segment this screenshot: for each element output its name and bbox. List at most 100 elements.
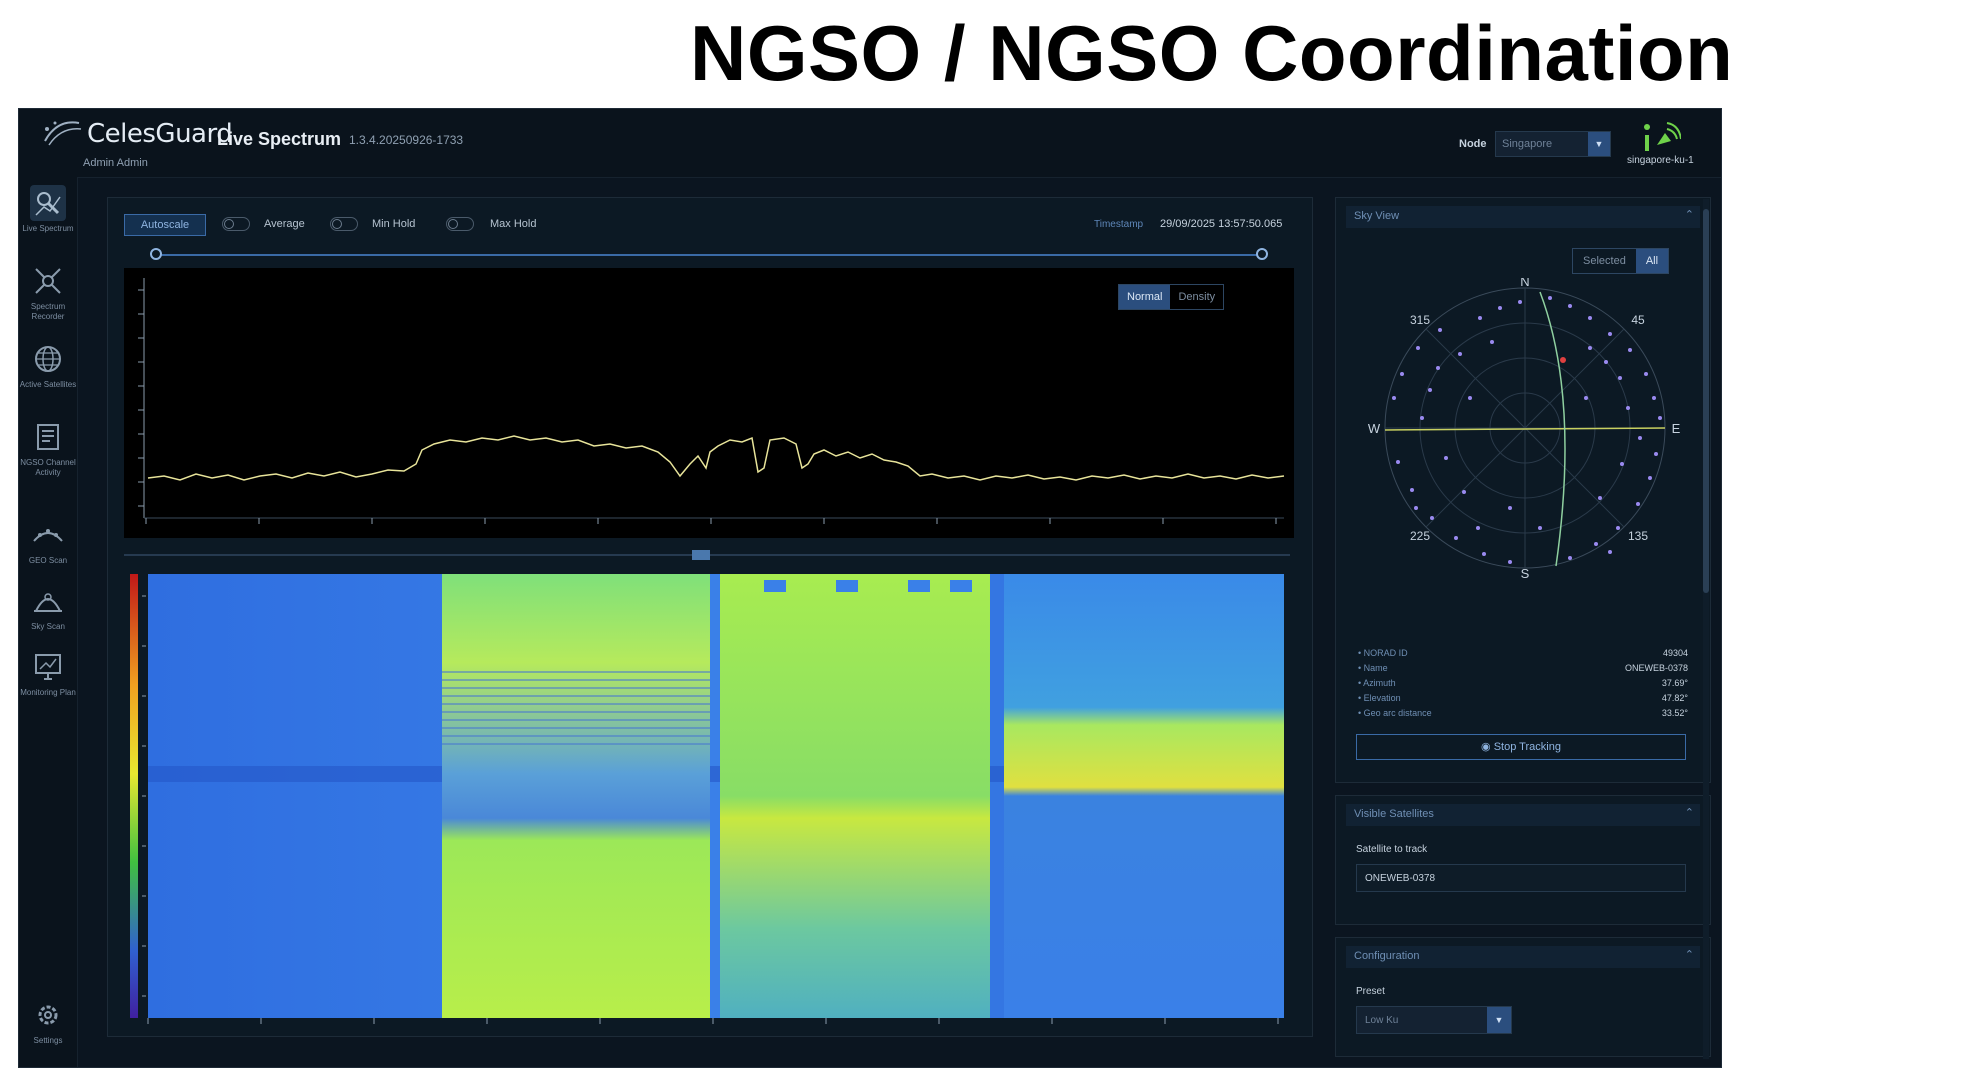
info-key: • Azimuth — [1358, 678, 1396, 688]
compass-225: 225 — [1410, 529, 1430, 543]
range-start-handle[interactable] — [150, 248, 162, 260]
sky-view-filter: Selected All — [1572, 248, 1670, 274]
min-hold-label: Min Hold — [372, 218, 416, 230]
sky-scan-icon — [34, 593, 62, 612]
preset-label: Preset — [1356, 986, 1385, 997]
celesguard-logo-icon — [44, 121, 82, 146]
preset-select[interactable]: Low Ku ▼ — [1356, 1006, 1512, 1034]
stop-tracking-button[interactable]: ◉ Stop Tracking — [1356, 734, 1686, 760]
info-key: • Elevation — [1358, 693, 1401, 703]
satellite-to-track-label: Satellite to track — [1356, 844, 1428, 855]
carrier-block-2 — [720, 574, 990, 1018]
range-end-handle[interactable] — [1256, 248, 1268, 260]
normal-mode-button[interactable]: Normal — [1119, 285, 1171, 309]
chevron-down-icon[interactable]: ▼ — [1487, 1007, 1511, 1033]
eye-off-icon: ◉ — [1481, 741, 1494, 753]
sky-view-title: Sky View — [1354, 210, 1400, 222]
info-value: 33.52° — [1661, 708, 1688, 718]
chevron-up-icon[interactable]: ⌃ — [1684, 209, 1694, 221]
info-key: • Geo arc distance — [1358, 708, 1432, 718]
globe-icon — [35, 346, 61, 372]
compass-135: 135 — [1628, 529, 1648, 543]
geo-scan-icon — [33, 529, 63, 542]
chevron-up-icon[interactable]: ⌃ — [1684, 807, 1694, 819]
stop-tracking-label: Stop Tracking — [1493, 741, 1561, 753]
sidebar-item-label: NGSO Channel Activity — [20, 458, 76, 477]
sidebar-item-geo-scan[interactable]: GEO Scan — [19, 517, 77, 566]
spectrum-mode-toggle: Normal Density — [1118, 284, 1225, 310]
sidebar-item-label: GEO Scan — [28, 556, 68, 565]
timestamp-value: 29/09/2025 13:57:50.065 — [1160, 218, 1283, 230]
sky-polar-plot[interactable]: N S E W 315 45 225 135 — [1360, 278, 1690, 578]
compass-315: 315 — [1410, 313, 1430, 327]
waterfall-plot[interactable] — [124, 566, 1294, 1028]
info-value: ONEWEB-0378 — [1624, 663, 1688, 673]
color-scale-bar — [130, 574, 138, 1018]
carrier-block-3 — [1004, 574, 1284, 1018]
visible-satellites-card: Visible Satellites ⌃ Satellite to track … — [1335, 795, 1711, 925]
user-name[interactable]: Admin Admin — [83, 157, 148, 169]
tracked-satellite-marker — [1560, 357, 1566, 363]
sidebar-item-label: Sky Scan — [31, 622, 65, 631]
sidebar: Live Spectrum Spectrum Recorder Active S… — [19, 177, 78, 1067]
compass-45: 45 — [1631, 313, 1645, 327]
sidebar-item-settings[interactable]: Settings — [19, 997, 77, 1046]
top-bar: CelesGuard Admin Admin Live Spectrum 1.3… — [19, 109, 1721, 178]
info-value: 47.82° — [1661, 693, 1688, 703]
configuration-header[interactable]: Configuration ⌃ — [1346, 946, 1700, 968]
chevron-down-icon[interactable]: ▼ — [1588, 132, 1610, 156]
brand-name: CelesGuard — [87, 119, 233, 149]
sky-view-header[interactable]: Sky View ⌃ — [1346, 206, 1700, 228]
all-filter-button[interactable]: All — [1635, 249, 1669, 273]
scrollbar-track[interactable] — [1703, 199, 1709, 1059]
satellite-track-path — [1539, 291, 1566, 567]
configuration-title: Configuration — [1354, 950, 1420, 962]
sidebar-item-ngso-channel-activity[interactable]: NGSO Channel Activity — [19, 419, 77, 478]
live-spectrum-icon — [30, 185, 66, 221]
carrier-block-1 — [442, 574, 710, 1018]
sidebar-item-live-spectrum[interactable]: Live Spectrum — [19, 185, 77, 234]
channel-activity-icon — [37, 424, 59, 450]
node-select[interactable]: Singapore ▼ — [1495, 131, 1611, 157]
preset-select-value: Low Ku — [1365, 1015, 1399, 1026]
compass-e: E — [1672, 421, 1681, 436]
info-key: • Name — [1358, 663, 1388, 673]
sidebar-item-label: Settings — [33, 1036, 63, 1045]
max-hold-toggle[interactable] — [446, 217, 474, 231]
node-name: singapore-ku-1 — [1627, 155, 1694, 166]
sidebar-item-label: Active Satellites — [19, 380, 77, 389]
sidebar-item-monitoring-plan[interactable]: Monitoring Plan — [19, 649, 77, 698]
compass-w: W — [1368, 421, 1381, 436]
version-label: 1.3.4.20250926-1733 — [349, 133, 464, 147]
y-axis-ticks — [138, 278, 145, 518]
info-row-geo-arc: • Geo arc distance 33.52° — [1358, 708, 1688, 722]
geo-arc-line — [1384, 427, 1666, 431]
frequency-range-slider[interactable] — [156, 254, 1262, 256]
info-row-norad: • NORAD ID 49304 — [1358, 648, 1688, 662]
sidebar-item-active-satellites[interactable]: Active Satellites — [19, 341, 77, 390]
visible-satellites-title: Visible Satellites — [1354, 808, 1434, 820]
max-hold-label: Max Hold — [490, 218, 537, 230]
right-column: Sky View ⌃ Selected All — [1335, 197, 1711, 1057]
info-row-azimuth: • Azimuth 37.69° — [1358, 678, 1688, 692]
info-value: 37.69° — [1661, 678, 1688, 688]
x-axis-ticks — [145, 518, 1277, 524]
spectrum-trace-plot[interactable] — [124, 268, 1294, 538]
min-hold-toggle[interactable] — [330, 217, 358, 231]
splitter-handle[interactable] — [692, 550, 710, 560]
info-value: 49304 — [1662, 648, 1688, 658]
sidebar-item-sky-scan[interactable]: Sky Scan — [19, 583, 77, 632]
visible-satellites-header[interactable]: Visible Satellites ⌃ — [1346, 804, 1700, 826]
satellite-to-track-input[interactable]: ONEWEB-0378 — [1356, 864, 1686, 892]
selected-filter-button[interactable]: Selected — [1583, 255, 1626, 267]
density-mode-button[interactable]: Density — [1178, 291, 1216, 303]
sidebar-item-label: Spectrum Recorder — [30, 302, 66, 321]
celesguard-window: CelesGuard Admin Admin Live Spectrum 1.3… — [18, 108, 1722, 1068]
monitoring-plan-icon — [35, 654, 61, 680]
scrollbar-thumb[interactable] — [1703, 209, 1709, 593]
node-select-value: Singapore — [1502, 138, 1553, 150]
sidebar-item-spectrum-recorder[interactable]: Spectrum Recorder — [19, 263, 77, 322]
autoscale-button[interactable]: Autoscale — [124, 214, 206, 236]
chevron-up-icon[interactable]: ⌃ — [1684, 949, 1694, 961]
average-toggle[interactable] — [222, 217, 250, 231]
